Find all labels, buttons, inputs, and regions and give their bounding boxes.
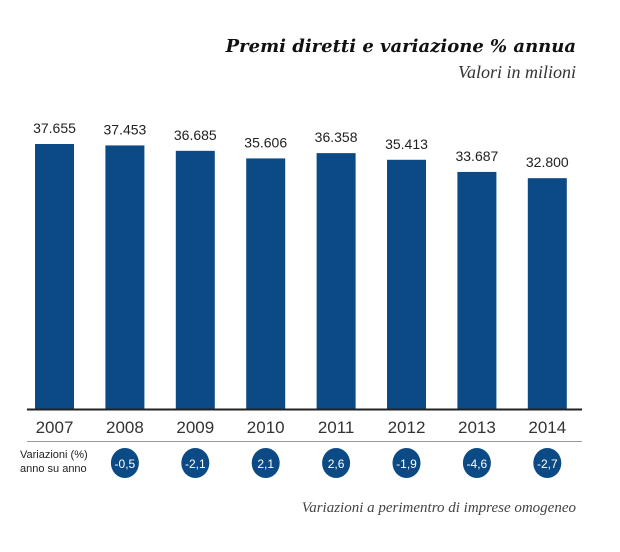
bar-2013: [457, 171, 497, 409]
variation-label-2011: 2,6: [328, 457, 345, 471]
chart-subtitle: Valori in milioni: [457, 62, 576, 82]
variation-label-2010: 2,1: [257, 457, 274, 471]
variation-badge-2011: [322, 448, 351, 478]
variation-badge-2012: [392, 448, 421, 478]
tick-label-2012: 2012: [388, 418, 426, 437]
value-label-2007: 37.655: [33, 120, 76, 136]
variation-badge-2013: [462, 448, 491, 478]
variation-label-2009: -2,1: [185, 457, 206, 471]
bar-2007: [35, 144, 74, 409]
variation-badge-2010: [251, 448, 280, 478]
variations-label-line1: Variazioni (%): [20, 449, 88, 461]
footnote: Variazioni a perimentro di imprese omoge…: [301, 500, 576, 516]
variation-label-2012: -1,9: [396, 457, 417, 471]
tick-label-2007: 2007: [36, 418, 74, 437]
value-label-2014: 32.800: [526, 154, 569, 170]
chart-title: Premi diretti e variazione % annua: [225, 36, 576, 57]
value-label-2012: 35.413: [385, 136, 428, 152]
bar-2012: [387, 159, 426, 409]
tick-label-2010: 2010: [247, 418, 285, 437]
bar-2010: [246, 158, 286, 409]
variation-badge-2009: [181, 448, 210, 478]
tick-label-2013: 2013: [458, 418, 496, 437]
tick-label-2011: 2011: [318, 418, 355, 437]
variation-label-2013: -4,6: [467, 457, 488, 471]
value-label-2011: 36.358: [315, 129, 358, 145]
value-label-2010: 35.606: [244, 134, 287, 150]
tick-label-2014: 2014: [528, 418, 566, 437]
value-label-2008: 37.453: [103, 121, 146, 137]
variation-badge-2014: [533, 448, 562, 478]
variation-label-2008: -0,5: [115, 457, 136, 471]
bar-2008: [105, 145, 145, 410]
variation-badge-2008: [110, 448, 139, 478]
tick-label-2009: 2009: [176, 418, 214, 437]
variations-label: Variazioni (%) anno su anno: [20, 448, 88, 476]
bar-2014: [527, 178, 567, 409]
tick-label-2008: 2008: [106, 418, 144, 437]
value-label-2013: 33.687: [455, 148, 498, 164]
value-label-2009: 36.685: [174, 127, 217, 143]
bar-2011: [316, 153, 356, 409]
bar-2009: [175, 150, 215, 409]
variation-label-2014: -2,7: [537, 457, 558, 471]
variations-label-line2: anno su anno: [20, 463, 87, 475]
